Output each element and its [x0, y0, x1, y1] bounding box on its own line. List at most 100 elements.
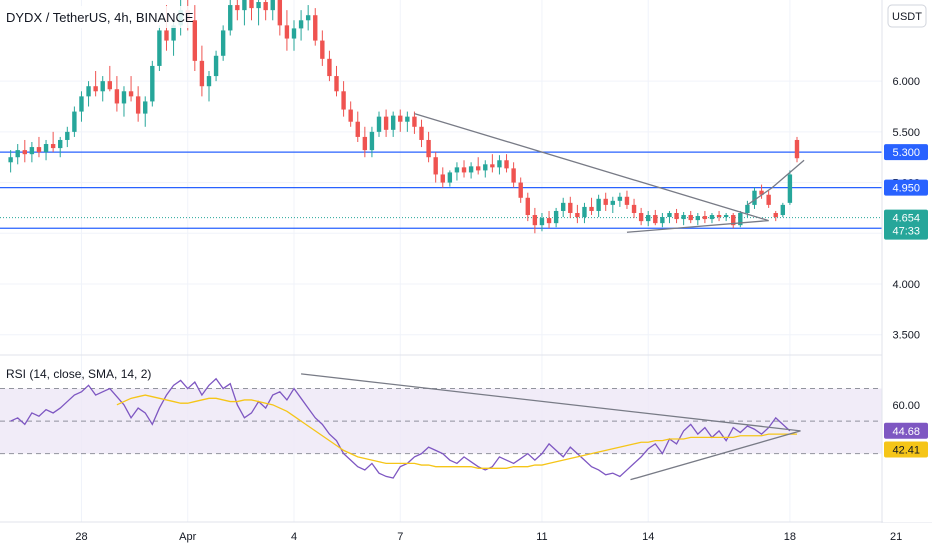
- candle-down[interactable]: [674, 208, 679, 224]
- candle-up[interactable]: [738, 210, 743, 228]
- candle-down[interactable]: [440, 167, 445, 188]
- level-tag[interactable]: 5.300: [884, 144, 928, 161]
- candle-up[interactable]: [369, 126, 375, 158]
- candle-up[interactable]: [667, 210, 672, 224]
- candle-up[interactable]: [29, 142, 35, 163]
- candle-down[interactable]: [433, 152, 438, 183]
- candle-down[interactable]: [398, 109, 403, 132]
- candle-down[interactable]: [114, 76, 120, 112]
- candle-up[interactable]: [43, 139, 49, 161]
- candle-up[interactable]: [15, 144, 20, 165]
- candle-down[interactable]: [426, 131, 431, 163]
- candle-down[interactable]: [383, 109, 389, 137]
- rsi-sma-line[interactable]: [116, 394, 797, 469]
- rsi-value-tag[interactable]: 44.68: [884, 422, 928, 439]
- candle-up[interactable]: [787, 170, 793, 205]
- candle-up[interactable]: [596, 194, 601, 218]
- candle-up[interactable]: [220, 25, 226, 61]
- candle-up[interactable]: [660, 213, 665, 228]
- candle-up[interactable]: [79, 91, 84, 122]
- rsi-trend-line[interactable]: [630, 430, 801, 481]
- candle-down[interactable]: [334, 65, 339, 97]
- candle-down[interactable]: [624, 190, 630, 209]
- candle-up[interactable]: [617, 192, 623, 207]
- candle-down[interactable]: [341, 81, 346, 117]
- candle-up[interactable]: [206, 71, 212, 102]
- candle-down[interactable]: [93, 71, 98, 97]
- candle-down[interactable]: [348, 101, 353, 127]
- candle-down[interactable]: [568, 196, 573, 219]
- candle-up[interactable]: [58, 136, 63, 158]
- candle-down[interactable]: [504, 154, 509, 173]
- symbol-title[interactable]: DYDX / TetherUS, 4h, BINANCE: [6, 10, 194, 25]
- candle-down[interactable]: [603, 192, 608, 211]
- candle-up[interactable]: [582, 202, 587, 224]
- candle-down[interactable]: [107, 65, 113, 92]
- candle-down[interactable]: [688, 210, 693, 224]
- candle-down[interactable]: [199, 45, 205, 97]
- candle-down[interactable]: [589, 197, 594, 216]
- candle-down[interactable]: [638, 207, 644, 226]
- candle-up[interactable]: [752, 187, 757, 209]
- candle-up[interactable]: [86, 81, 91, 107]
- candle-up[interactable]: [270, 0, 275, 21]
- candle-up[interactable]: [681, 211, 686, 226]
- candle-up[interactable]: [65, 126, 70, 148]
- trend-line[interactable]: [414, 112, 769, 222]
- candle-down[interactable]: [766, 190, 771, 208]
- candle-down[interactable]: [702, 210, 708, 224]
- candle-up[interactable]: [242, 0, 247, 26]
- candle-down[interactable]: [759, 184, 764, 199]
- candle-up[interactable]: [405, 111, 410, 132]
- candle-down[interactable]: [320, 30, 325, 66]
- candle-down[interactable]: [249, 0, 254, 21]
- candle-down[interactable]: [263, 0, 268, 21]
- candle-down[interactable]: [362, 126, 368, 158]
- candle-down[interactable]: [277, 0, 283, 36]
- candle-up[interactable]: [561, 197, 566, 218]
- candle-up[interactable]: [468, 162, 474, 179]
- candle-down[interactable]: [412, 111, 417, 134]
- candle-down[interactable]: [419, 119, 424, 148]
- rsi-title[interactable]: RSI (14, close, SMA, 14, 2): [6, 367, 151, 381]
- candle-down[interactable]: [355, 111, 360, 142]
- candle-down[interactable]: [235, 0, 240, 21]
- candle-down[interactable]: [532, 207, 538, 234]
- currency-button[interactable]: USDT: [887, 4, 927, 28]
- candle-up[interactable]: [497, 155, 502, 175]
- candle-down[interactable]: [716, 210, 722, 222]
- candle-down[interactable]: [313, 8, 318, 46]
- candle-down[interactable]: [135, 86, 141, 122]
- trend-line[interactable]: [747, 159, 805, 206]
- candle-down[interactable]: [50, 131, 56, 153]
- candle-up[interactable]: [376, 111, 382, 137]
- candle-down[interactable]: [475, 157, 481, 175]
- candle-down[interactable]: [731, 213, 736, 229]
- candle-up[interactable]: [447, 170, 453, 187]
- candle-down[interactable]: [36, 136, 42, 158]
- candle-down[interactable]: [192, 5, 198, 71]
- time-axis-bg[interactable]: [0, 523, 932, 550]
- rsi-sma-tag[interactable]: 42.41: [884, 441, 928, 458]
- candle-up[interactable]: [539, 213, 545, 232]
- candle-up[interactable]: [390, 111, 396, 137]
- candle-up[interactable]: [143, 96, 148, 127]
- rsi-trend-line[interactable]: [301, 373, 801, 432]
- candle-down[interactable]: [518, 177, 523, 203]
- candle-up[interactable]: [228, 0, 233, 36]
- candle-up[interactable]: [305, 5, 311, 31]
- candle-down[interactable]: [284, 10, 290, 51]
- candle-down[interactable]: [461, 160, 467, 178]
- candle-up[interactable]: [553, 207, 559, 228]
- candle-up[interactable]: [121, 86, 127, 117]
- candle-down[interactable]: [575, 204, 580, 224]
- candle-down[interactable]: [773, 210, 778, 222]
- candle-up[interactable]: [695, 213, 701, 226]
- candle-up[interactable]: [610, 196, 615, 213]
- level-tag[interactable]: 4.950: [884, 179, 928, 196]
- candle-up[interactable]: [150, 60, 155, 107]
- candle-up[interactable]: [100, 76, 105, 102]
- candle-down[interactable]: [546, 210, 552, 229]
